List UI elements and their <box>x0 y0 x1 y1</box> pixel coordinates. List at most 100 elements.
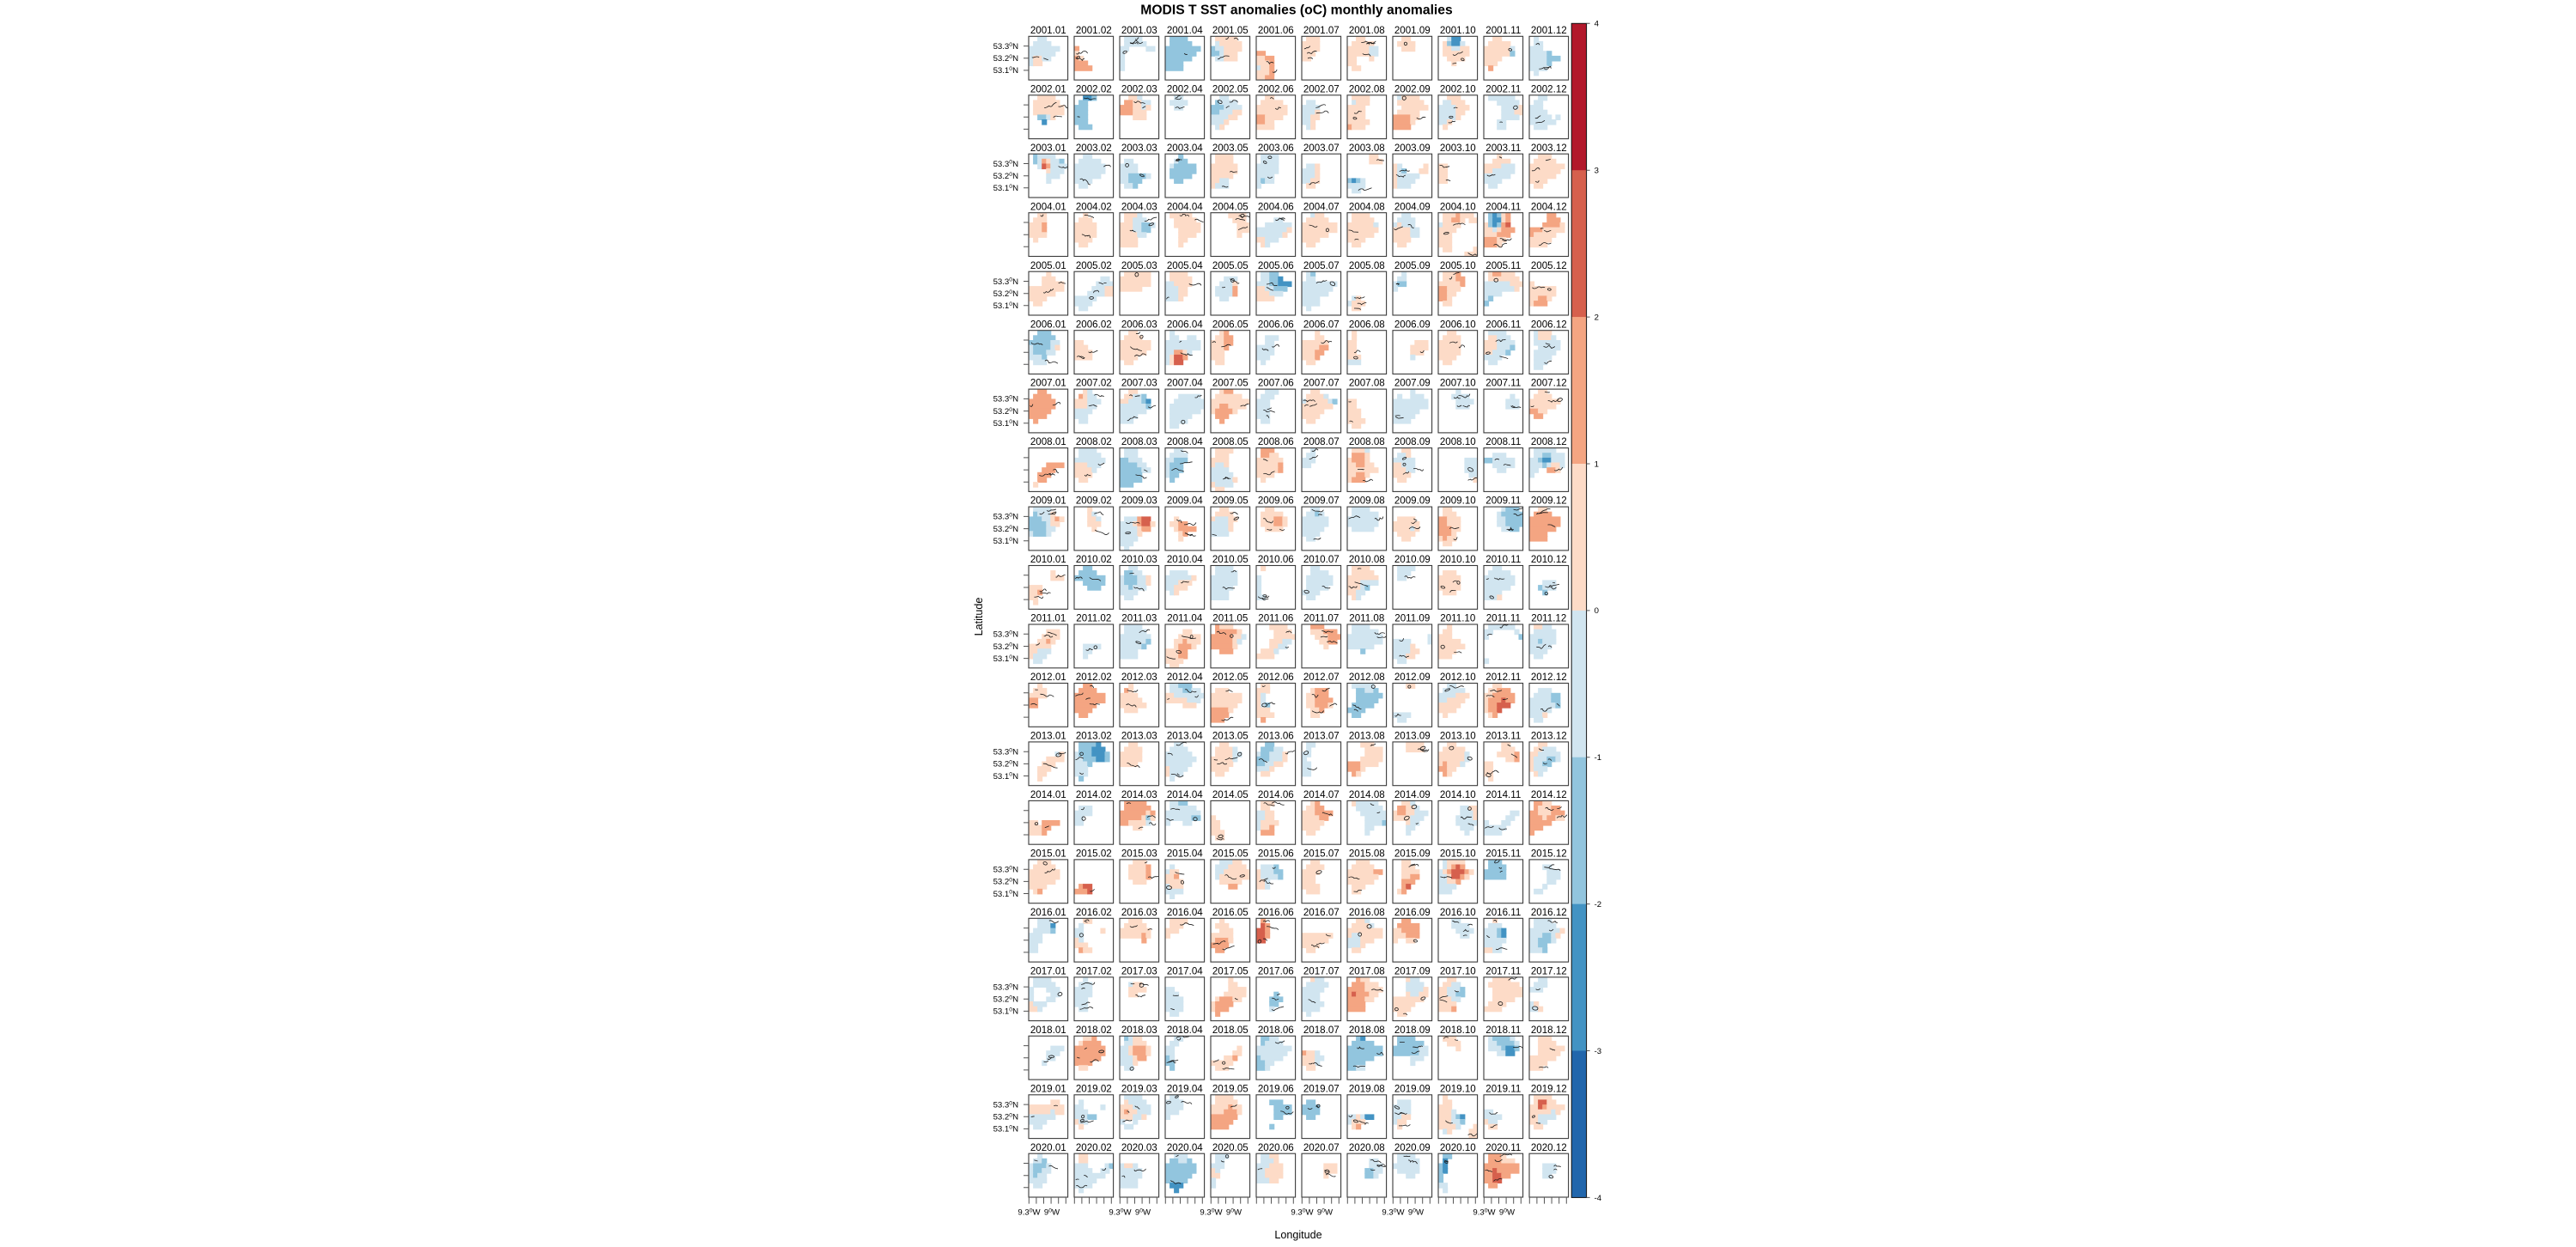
svg-text:2002.02: 2002.02 <box>1076 83 1112 94</box>
svg-text:2001.06: 2001.06 <box>1258 25 1294 36</box>
svg-text:2020.01: 2020.01 <box>1030 1142 1066 1153</box>
svg-text:9.30W: 9.30W <box>1473 1208 1496 1218</box>
svg-text:1: 1 <box>1595 459 1599 469</box>
svg-text:2010.11: 2010.11 <box>1485 554 1521 565</box>
svg-text:2002.08: 2002.08 <box>1349 83 1385 94</box>
svg-text:2012.01: 2012.01 <box>1030 672 1066 683</box>
svg-text:2012.04: 2012.04 <box>1167 672 1203 683</box>
svg-text:2010.02: 2010.02 <box>1076 554 1112 565</box>
svg-text:2003.08: 2003.08 <box>1349 143 1385 154</box>
svg-text:2010.01: 2010.01 <box>1030 554 1066 565</box>
svg-text:2020.10: 2020.10 <box>1440 1142 1476 1153</box>
svg-text:2008.01: 2008.01 <box>1030 436 1066 447</box>
svg-text:2003.05: 2003.05 <box>1212 143 1249 154</box>
svg-text:2004.06: 2004.06 <box>1258 201 1294 212</box>
svg-text:53.10N: 53.10N <box>993 301 1018 311</box>
svg-text:2001.05: 2001.05 <box>1212 25 1249 36</box>
svg-text:2011.05: 2011.05 <box>1212 613 1248 624</box>
svg-text:2019.08: 2019.08 <box>1349 1083 1385 1094</box>
svg-text:53.20N: 53.20N <box>993 289 1018 299</box>
svg-text:53.30N: 53.30N <box>993 982 1018 992</box>
svg-text:2019.09: 2019.09 <box>1394 1083 1431 1094</box>
svg-text:2017.10: 2017.10 <box>1440 965 1476 976</box>
svg-text:2020.06: 2020.06 <box>1258 1142 1294 1153</box>
svg-text:2001.12: 2001.12 <box>1531 25 1567 36</box>
svg-text:2008.07: 2008.07 <box>1303 436 1340 447</box>
svg-text:2007.03: 2007.03 <box>1121 378 1157 389</box>
svg-text:2011.03: 2011.03 <box>1121 613 1157 624</box>
svg-text:2005.05: 2005.05 <box>1212 260 1249 271</box>
svg-text:2018.05: 2018.05 <box>1212 1025 1249 1036</box>
svg-text:2005.07: 2005.07 <box>1303 260 1340 271</box>
svg-text:2016.06: 2016.06 <box>1258 907 1294 918</box>
svg-text:0: 0 <box>1595 606 1599 616</box>
svg-text:53.30N: 53.30N <box>993 747 1018 757</box>
svg-text:53.20N: 53.20N <box>993 642 1018 652</box>
svg-text:2017.02: 2017.02 <box>1076 965 1112 976</box>
svg-text:2003.11: 2003.11 <box>1485 143 1521 154</box>
svg-text:2002.03: 2002.03 <box>1121 83 1157 94</box>
svg-text:2005.10: 2005.10 <box>1440 260 1476 271</box>
svg-text:2011.11: 2011.11 <box>1486 613 1521 624</box>
svg-text:2007.12: 2007.12 <box>1531 378 1567 389</box>
svg-text:2009.06: 2009.06 <box>1258 496 1294 507</box>
svg-text:-4: -4 <box>1595 1194 1602 1203</box>
svg-text:2001.11: 2001.11 <box>1485 25 1521 36</box>
svg-text:2003.03: 2003.03 <box>1121 143 1157 154</box>
svg-text:2015.10: 2015.10 <box>1440 849 1476 860</box>
svg-text:53.20N: 53.20N <box>993 760 1018 769</box>
svg-text:2006.08: 2006.08 <box>1349 319 1385 330</box>
svg-text:2012.02: 2012.02 <box>1076 672 1112 683</box>
svg-text:2013.07: 2013.07 <box>1303 731 1340 742</box>
svg-text:53.20N: 53.20N <box>993 54 1018 64</box>
svg-text:2017.12: 2017.12 <box>1531 965 1567 976</box>
svg-text:2002.07: 2002.07 <box>1303 83 1340 94</box>
svg-text:2003.06: 2003.06 <box>1258 143 1294 154</box>
svg-text:2008.05: 2008.05 <box>1212 436 1249 447</box>
svg-text:2018.03: 2018.03 <box>1121 1025 1157 1036</box>
svg-text:2004.02: 2004.02 <box>1076 201 1112 212</box>
svg-text:53.30N: 53.30N <box>993 865 1018 874</box>
svg-text:2016.11: 2016.11 <box>1485 907 1521 918</box>
svg-text:2012.05: 2012.05 <box>1212 672 1249 683</box>
svg-text:2017.08: 2017.08 <box>1349 965 1385 976</box>
svg-text:2017.05: 2017.05 <box>1212 965 1249 976</box>
svg-text:53.20N: 53.20N <box>993 995 1018 1005</box>
svg-text:2018.01: 2018.01 <box>1030 1025 1066 1036</box>
svg-text:2006.04: 2006.04 <box>1167 319 1203 330</box>
svg-text:2014.07: 2014.07 <box>1303 789 1340 800</box>
svg-text:2007.11: 2007.11 <box>1485 378 1521 389</box>
svg-text:2014.02: 2014.02 <box>1076 789 1112 800</box>
svg-text:2015.07: 2015.07 <box>1303 849 1340 860</box>
svg-text:-3: -3 <box>1595 1047 1602 1056</box>
svg-text:2019.05: 2019.05 <box>1212 1083 1249 1094</box>
svg-text:90W: 90W <box>1499 1208 1516 1218</box>
svg-text:2006.12: 2006.12 <box>1531 319 1567 330</box>
svg-text:2016.07: 2016.07 <box>1303 907 1340 918</box>
svg-text:2015.01: 2015.01 <box>1030 849 1066 860</box>
svg-text:90W: 90W <box>1044 1208 1060 1218</box>
svg-text:2009.10: 2009.10 <box>1440 496 1476 507</box>
svg-text:2015.11: 2015.11 <box>1485 849 1521 860</box>
svg-text:2019.03: 2019.03 <box>1121 1083 1157 1094</box>
svg-text:53.30N: 53.30N <box>993 42 1018 52</box>
svg-text:2007.05: 2007.05 <box>1212 378 1249 389</box>
svg-text:2018.04: 2018.04 <box>1167 1025 1203 1036</box>
svg-text:53.10N: 53.10N <box>993 654 1018 664</box>
svg-text:2010.10: 2010.10 <box>1440 554 1476 565</box>
svg-text:2013.05: 2013.05 <box>1212 731 1249 742</box>
svg-text:2020.04: 2020.04 <box>1167 1142 1203 1153</box>
svg-text:2019.01: 2019.01 <box>1030 1083 1066 1094</box>
svg-text:2006.10: 2006.10 <box>1440 319 1476 330</box>
svg-text:2012.06: 2012.06 <box>1258 672 1294 683</box>
svg-text:2008.02: 2008.02 <box>1076 436 1112 447</box>
svg-text:2007.10: 2007.10 <box>1440 378 1476 389</box>
svg-text:2014.04: 2014.04 <box>1167 789 1203 800</box>
svg-text:2012.08: 2012.08 <box>1349 672 1385 683</box>
svg-text:2001.10: 2001.10 <box>1440 25 1476 36</box>
svg-text:53.10N: 53.10N <box>993 419 1018 429</box>
svg-text:2009.05: 2009.05 <box>1212 496 1249 507</box>
svg-text:2020.03: 2020.03 <box>1121 1142 1157 1153</box>
svg-text:2007.01: 2007.01 <box>1030 378 1066 389</box>
svg-text:2001.03: 2001.03 <box>1121 25 1157 36</box>
